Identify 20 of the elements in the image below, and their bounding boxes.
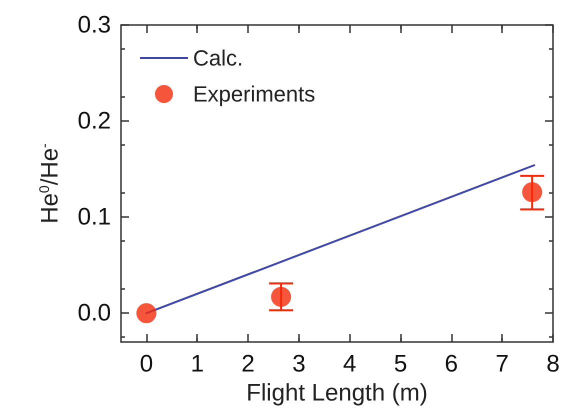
point	[271, 286, 292, 307]
y-tick-label: 0.2	[78, 108, 111, 135]
x-tick-label: 8	[546, 350, 560, 378]
x-tick-label: 5	[394, 350, 408, 378]
legend-label: Experiments	[193, 82, 316, 106]
x-tick-label: 2	[241, 350, 255, 378]
y-tick-label: 0.0	[78, 300, 111, 327]
point	[522, 182, 542, 202]
legend-label: Calc.	[193, 46, 244, 70]
x-tick-label: 7	[495, 350, 509, 378]
y-tick-label: 0.1	[78, 204, 111, 231]
y-axis-title: He0/He-	[36, 142, 64, 224]
x-axis-title: Flight Length (m)	[246, 379, 428, 406]
point	[136, 303, 156, 324]
x-tick-label: 1	[190, 350, 204, 378]
y-tick-label: 0.3	[78, 12, 111, 38]
x-tick-label: 0	[140, 350, 154, 378]
x-tick-label: 3	[292, 350, 306, 378]
x-tick-label: 4	[343, 350, 356, 378]
x-tick-label: 6	[444, 350, 458, 378]
